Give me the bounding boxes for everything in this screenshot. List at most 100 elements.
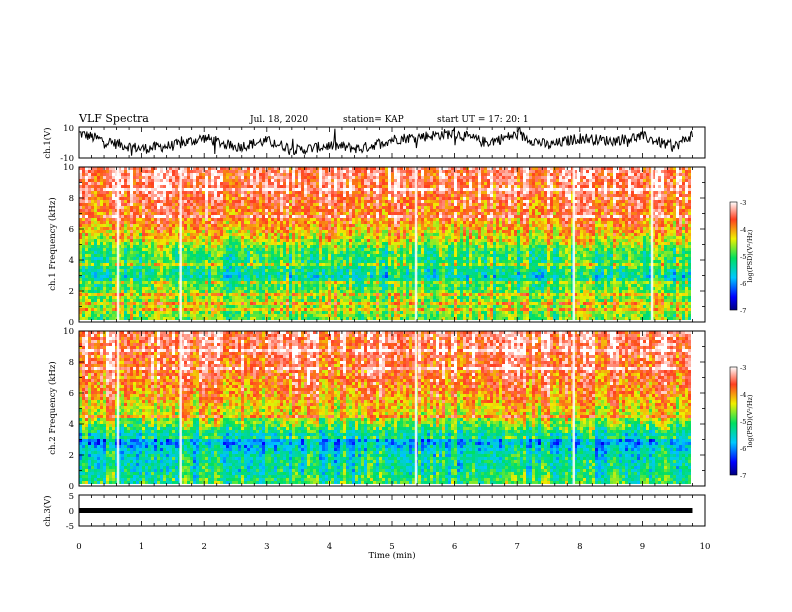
spectrogram-cell: [502, 236, 505, 239]
spectrogram-cell: [88, 227, 91, 230]
spectrogram-cell: [640, 233, 643, 236]
spectrogram-cell: [313, 197, 316, 200]
spectrogram-cell: [592, 224, 595, 227]
spectrogram-cell: [205, 206, 208, 209]
spectrogram-cell: [655, 170, 658, 173]
spectrogram-cell: [598, 182, 601, 185]
spectrogram-cell: [436, 224, 439, 227]
spectrogram-cell: [436, 236, 439, 239]
spectrogram-cell: [436, 209, 439, 212]
spectrogram-cell: [661, 188, 664, 191]
spectrogram-cell: [193, 176, 196, 179]
spectrogram-cell: [235, 224, 238, 227]
spectrogram-cell: [502, 170, 505, 173]
spectrogram-cell: [586, 227, 589, 230]
spectrogram-cell: [370, 194, 373, 197]
spectrogram-cell: [136, 230, 139, 233]
spectrogram-cell: [514, 188, 517, 191]
spectrogram-cell: [262, 200, 265, 203]
spectrogram-cell: [421, 203, 424, 206]
spectrogram-cell: [433, 191, 436, 194]
spectrogram-cell: [97, 203, 100, 206]
spectrogram-cell: [682, 179, 685, 182]
spectrogram-cell: [241, 176, 244, 179]
spectrogram-cell: [682, 227, 685, 230]
spectrogram-cell: [160, 230, 163, 233]
spectrogram-cell: [550, 233, 553, 236]
spectrogram-cell: [508, 170, 511, 173]
spectrogram-cell: [364, 188, 367, 191]
spectrogram-cell: [625, 203, 628, 206]
spectrogram-cell: [529, 203, 532, 206]
spectrogram-cell: [601, 173, 604, 176]
spectrogram-cell: [685, 170, 688, 173]
spectrogram-cell: [583, 215, 586, 218]
spectrogram-cell: [559, 182, 562, 185]
spectrogram-cell: [175, 203, 178, 206]
spectrogram-cell: [445, 215, 448, 218]
spectrogram-cell: [487, 224, 490, 227]
spectrogram-cell: [340, 173, 343, 176]
spectrogram-cell: [634, 179, 637, 182]
spectrogram-cell: [109, 224, 112, 227]
spectrogram-cell: [544, 209, 547, 212]
spectrogram-cell: [184, 185, 187, 188]
spectrogram-cell: [328, 173, 331, 176]
spectrogram-cell: [472, 170, 475, 173]
spectrogram-cell: [247, 191, 250, 194]
spectrogram-cell: [640, 218, 643, 221]
spectrogram-cell: [664, 224, 667, 227]
spectrogram-cell: [307, 203, 310, 206]
spectrogram-cell: [619, 206, 622, 209]
spectrogram-cell: [160, 182, 163, 185]
spectrogram-cell: [604, 173, 607, 176]
spectrogram-cell: [265, 221, 268, 224]
spectrogram-cell: [469, 197, 472, 200]
spectrogram-cell: [406, 218, 409, 221]
spectrogram-cell: [670, 182, 673, 185]
spectrogram-cell: [532, 173, 535, 176]
spectrogram-cell: [328, 230, 331, 233]
spectrogram-cell: [358, 179, 361, 182]
spectrogram-cell: [364, 227, 367, 230]
spectrogram-cell: [676, 206, 679, 209]
spectrogram-cell: [82, 179, 85, 182]
spectrogram-cell: [343, 185, 346, 188]
spectrogram-cell: [367, 215, 370, 218]
spectrogram-cell: [352, 197, 355, 200]
spectrogram-cell: [412, 200, 415, 203]
spectrogram-cell: [610, 173, 613, 176]
spectrogram-cell: [253, 191, 256, 194]
spectrogram-cell: [184, 218, 187, 221]
spectrogram-cell: [139, 191, 142, 194]
spectrogram-cell: [430, 200, 433, 203]
spectrogram-cell: [229, 200, 232, 203]
spectrogram-cell: [613, 236, 616, 239]
spectrogram-cell: [193, 194, 196, 197]
spectrogram-cell: [685, 173, 688, 176]
spectrogram-cell: [472, 218, 475, 221]
spectrogram-cell: [508, 185, 511, 188]
spectrogram-cell: [283, 218, 286, 221]
spectrogram-cell: [127, 185, 130, 188]
spectrogram-cell: [346, 200, 349, 203]
spectrogram-cell: [97, 191, 100, 194]
spectrogram-cell: [226, 215, 229, 218]
spectrogram-cell: [421, 233, 424, 236]
spectrogram-cell: [310, 224, 313, 227]
spectrogram-cell: [289, 236, 292, 239]
spectrogram-cell: [217, 170, 220, 173]
spectrogram-cell: [316, 233, 319, 236]
spectrogram-cell: [595, 215, 598, 218]
spectrogram-cell: [223, 236, 226, 239]
spectrogram-cell: [145, 203, 148, 206]
spectrogram-cell: [160, 221, 163, 224]
spectrogram-cell: [670, 221, 673, 224]
spectrogram-cell: [376, 179, 379, 182]
spectrogram-cell: [550, 236, 553, 239]
spectrogram-cell: [343, 179, 346, 182]
spectrogram-cell: [100, 224, 103, 227]
spectrogram-cell: [142, 236, 145, 239]
spectrogram-cell: [172, 173, 175, 176]
spectrogram-cell: [676, 227, 679, 230]
